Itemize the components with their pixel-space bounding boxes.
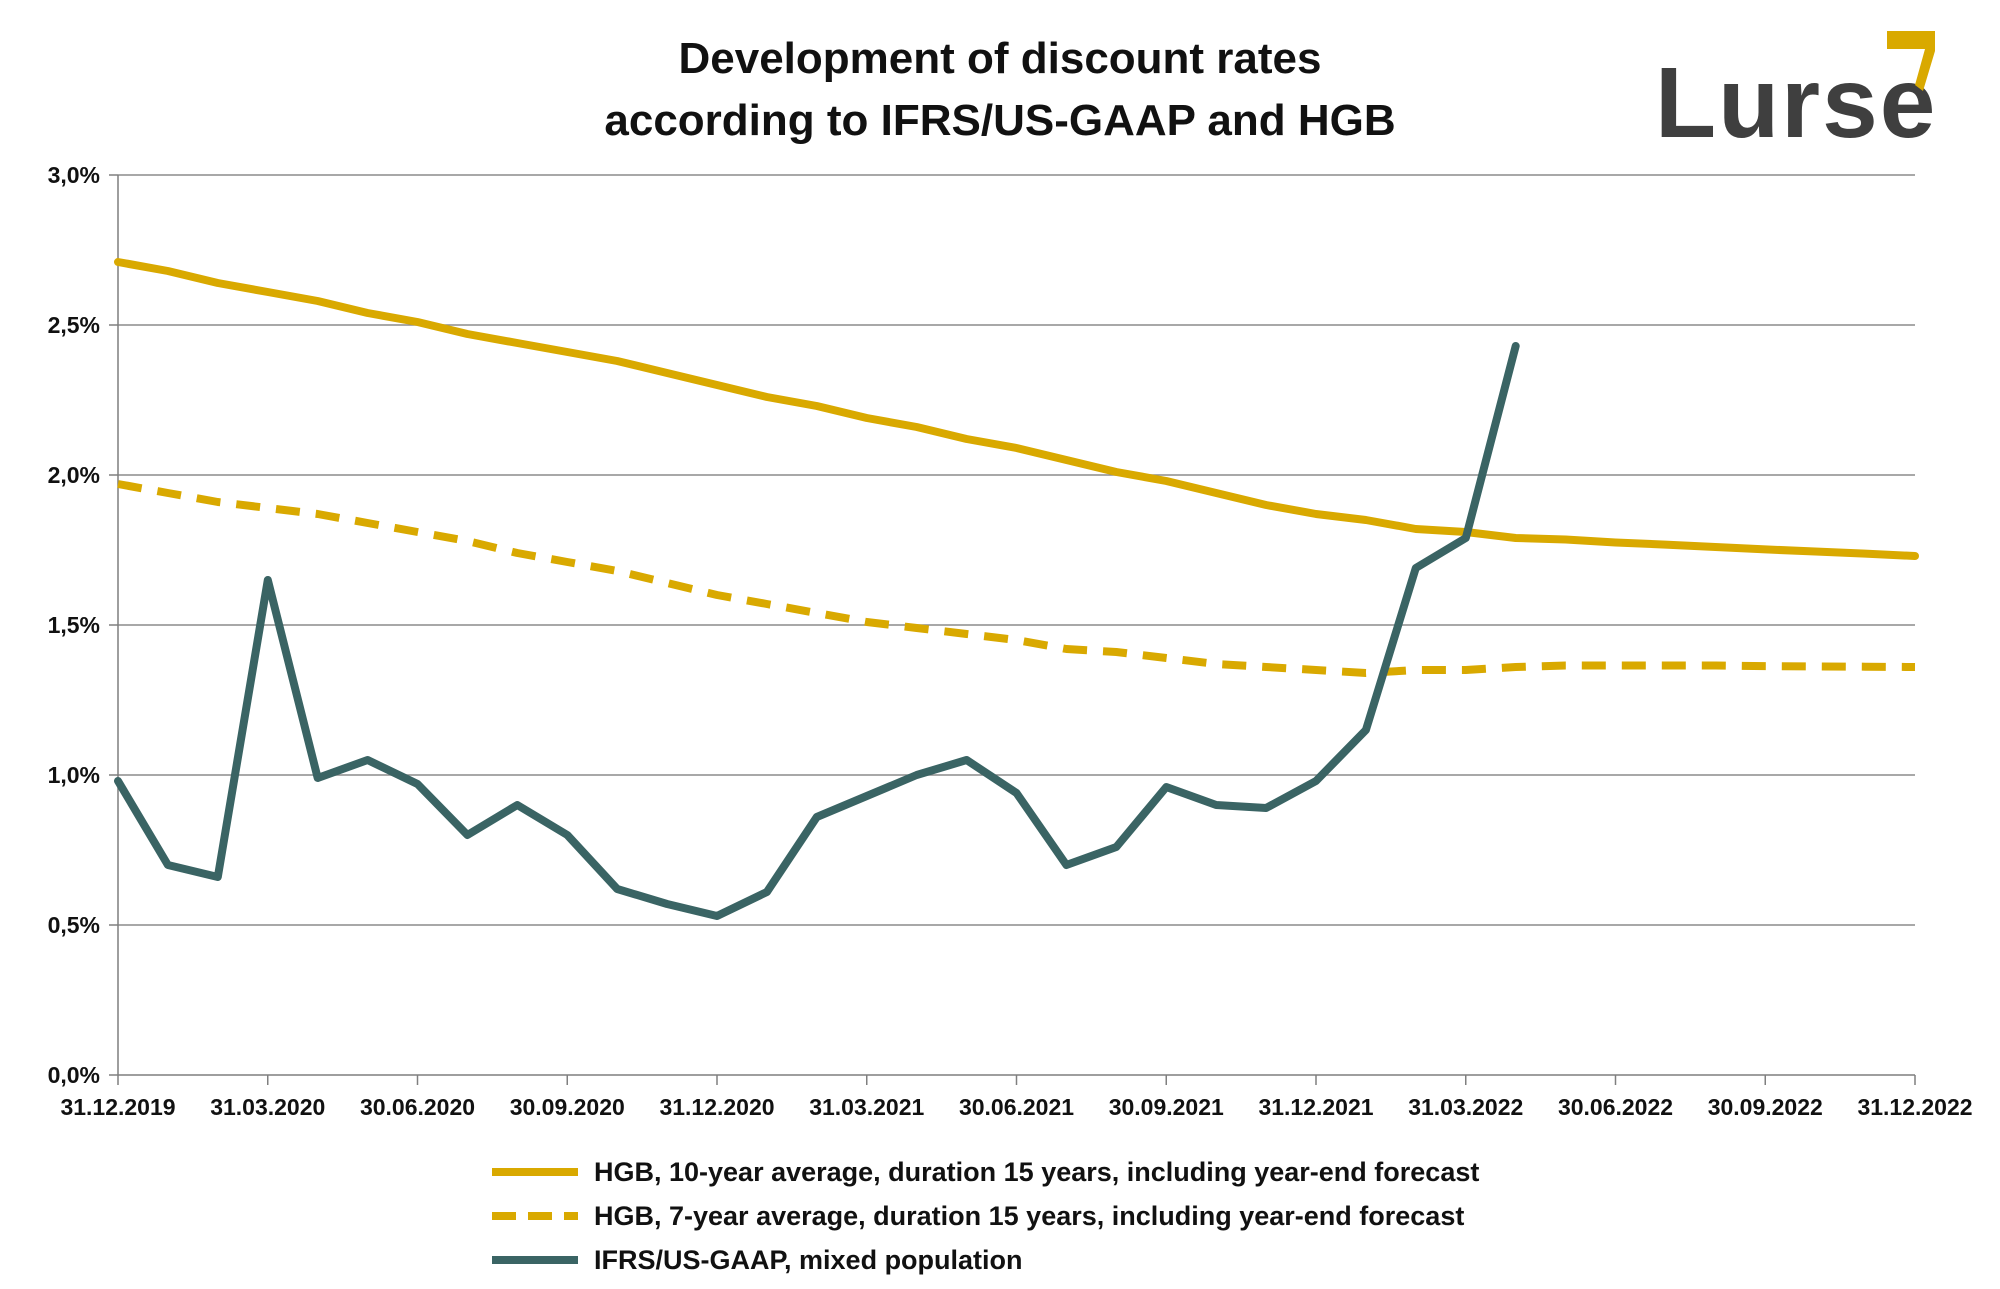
y-tick-label: 2,5% bbox=[48, 312, 100, 338]
chart-title-line-1: Development of discount rates bbox=[678, 34, 1322, 83]
legend-swatch-solid-teal bbox=[492, 1256, 578, 1264]
y-tick-label: 3,0% bbox=[48, 162, 100, 188]
y-tick-label: 2,0% bbox=[48, 462, 100, 488]
y-tick-label: 0,0% bbox=[48, 1062, 100, 1088]
x-tick-label: 30.06.2021 bbox=[959, 1094, 1074, 1120]
legend-item-ifrs: IFRS/US-GAAP, mixed population bbox=[490, 1238, 1479, 1282]
legend-item-hgb-7-year: HGB, 7-year average, duration 15 years, … bbox=[490, 1194, 1479, 1238]
logo-chevron-icon bbox=[1887, 31, 1935, 91]
legend: HGB, 10-year average, duration 15 years,… bbox=[490, 1150, 1479, 1282]
chart-title-line-2: according to IFRS/US-GAAP and HGB bbox=[604, 96, 1396, 145]
gridlines bbox=[118, 174, 1915, 926]
series-lines bbox=[114, 258, 1919, 920]
legend-swatch-dashed-gold bbox=[492, 1212, 578, 1220]
line-chart: 0,0%0,5%1,0%1,5%2,0%2,5%3,0% 31.12.2019 3… bbox=[48, 162, 1973, 1120]
x-tick-label: 31.03.2022 bbox=[1408, 1094, 1523, 1120]
x-tick-label: 31.12.2020 bbox=[659, 1094, 774, 1120]
x-tick-label: 30.06.2020 bbox=[360, 1094, 475, 1120]
x-tick-label: 30.09.2020 bbox=[510, 1094, 625, 1120]
y-tick-label: 1,5% bbox=[48, 612, 100, 638]
legend-label: IFRS/US-GAAP, mixed population bbox=[594, 1244, 1023, 1275]
x-tick-label: 31.12.2019 bbox=[60, 1094, 175, 1120]
x-tick-label: 31.03.2020 bbox=[210, 1094, 325, 1120]
x-tick-label: 30.06.2022 bbox=[1558, 1094, 1673, 1120]
x-axis-ticks: 31.12.2019 31.03.2020 30.06.2020 30.09.2020… bbox=[60, 1094, 1972, 1120]
y-tick-label: 1,0% bbox=[48, 762, 100, 788]
x-tick-label: 31.12.2022 bbox=[1857, 1094, 1972, 1120]
x-tick-label: 30.09.2022 bbox=[1708, 1094, 1823, 1120]
lurse-logo: Lurse bbox=[1655, 25, 1985, 155]
x-tick-label: 30.09.2021 bbox=[1109, 1094, 1224, 1120]
series-line-0 bbox=[114, 258, 1919, 560]
logo-text: Lurse bbox=[1655, 47, 1938, 159]
x-tick-label: 31.03.2021 bbox=[809, 1094, 924, 1120]
chart-title: Development of discount rates according … bbox=[400, 28, 1600, 152]
legend-label: HGB, 10-year average, duration 15 years,… bbox=[594, 1156, 1480, 1187]
series-line-2 bbox=[114, 342, 1520, 920]
x-tick-label: 31.12.2021 bbox=[1258, 1094, 1373, 1120]
y-axis-ticks: 0,0% 0,5% 1,0% 1,5% 2,0% 2,5% 3,0% bbox=[48, 162, 100, 1088]
legend-label: HGB, 7-year average, duration 15 years, … bbox=[594, 1200, 1465, 1231]
y-tick-label: 0,5% bbox=[48, 912, 100, 938]
legend-item-hgb-10-year: HGB, 10-year average, duration 15 years,… bbox=[490, 1150, 1479, 1194]
legend-swatch-solid-gold bbox=[492, 1168, 578, 1176]
series-line-1 bbox=[117, 480, 1916, 677]
axes bbox=[109, 174, 1916, 1085]
